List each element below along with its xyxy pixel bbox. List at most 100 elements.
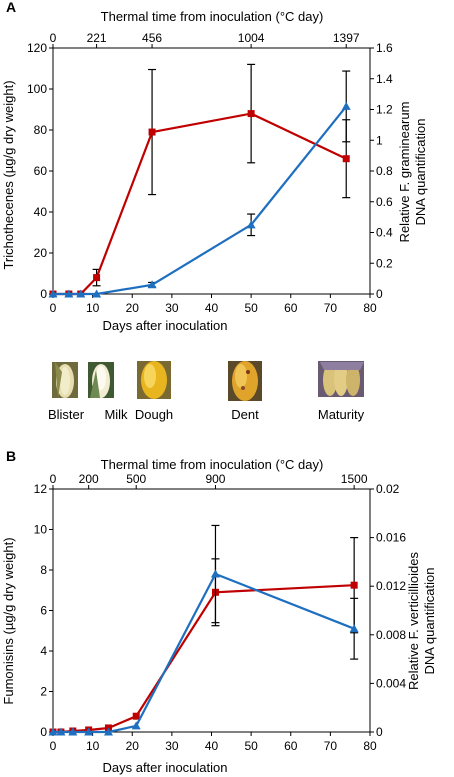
series-line-a (53, 105, 348, 296)
x-tick-label-b: 0 (50, 739, 57, 753)
panel-label-a: A (6, 0, 16, 15)
data-point-triangle-b (48, 727, 58, 736)
data-point-triangle-a (147, 280, 157, 289)
chart-a: A Thermal time from inoculation (°C day)… (1, 0, 428, 333)
data-point-square-a (148, 128, 156, 136)
corn-ear-milk-image (88, 362, 114, 398)
stage-images: Blister Milk Dough (48, 361, 365, 422)
data-point-triangle-b (84, 727, 94, 736)
y2-axis-label-b-line2: DNA quantification (422, 568, 437, 675)
x-tick-label-b: 60 (284, 739, 298, 753)
chart-b: B Thermal time from inoculation (°C day)… (1, 448, 437, 775)
y2-tick-label-a: 0 (376, 287, 383, 301)
y-tick-label-a: 60 (34, 164, 48, 178)
x-tick-label-a: 30 (165, 301, 179, 315)
x-tick-label-b: 40 (205, 739, 219, 753)
data-point-square-b (132, 712, 140, 720)
y2-tick-label-b: 0.008 (376, 628, 406, 642)
y-tick-label-b: 2 (40, 685, 47, 699)
y2-axis-label-b-line1: Relative F. verticillioides (406, 552, 421, 690)
y-tick-label-b: 4 (40, 644, 47, 658)
series-line-a (53, 112, 347, 296)
y-tick-label-b: 6 (40, 604, 47, 618)
x-axis-label-a: Days after inoculation (102, 318, 227, 333)
y-axis-label-b: Fumonisins (µg/g dry weight) (1, 537, 16, 704)
data-point-square-a (342, 155, 350, 163)
series-line-b (53, 572, 355, 734)
y2-tick-label-b: 0.016 (376, 531, 406, 545)
y2-tick-label-b: 0.004 (376, 676, 406, 690)
y-tick-label-a: 120 (27, 41, 47, 55)
data-point-triangle-b (349, 624, 359, 633)
data-point-triangle-a (341, 101, 351, 110)
y-axis-label-a: Trichothecenes (µg/g dry weight) (1, 80, 16, 269)
stage-label-dough: Dough (135, 407, 173, 422)
y-tick-label-b: 8 (40, 563, 47, 577)
corn-ear-blister-image (52, 362, 78, 398)
data-point-triangle-b (210, 569, 220, 578)
data-point-triangle-a (92, 289, 102, 298)
panel-label-b: B (6, 448, 16, 464)
stage-dent: Dent (228, 361, 262, 422)
y2-tick-label-a: 0.8 (376, 164, 393, 178)
data-point-triangle-a (76, 289, 86, 298)
stage-label-blister: Blister (48, 407, 85, 422)
stage-label-maturity: Maturity (318, 407, 365, 422)
x-tick-label-b: 30 (165, 739, 179, 753)
x-tick-label-b: 50 (244, 739, 258, 753)
x-tick-label-a: 60 (284, 301, 298, 315)
corn-ear-maturity-image (318, 361, 364, 397)
corn-ear-dent-image (228, 361, 262, 401)
data-point-triangle-b (103, 727, 113, 736)
stage-dough: Dough (135, 361, 173, 422)
y-tick-label-b: 12 (34, 482, 48, 496)
x-tick-label-a: 80 (363, 301, 377, 315)
top-tick-label-a: 0 (50, 31, 57, 45)
stage-maturity: Maturity (318, 361, 365, 422)
y-tick-label-b: 10 (34, 523, 48, 537)
dna-series-b (48, 524, 359, 736)
data-point-triangle-a (246, 220, 256, 229)
y2-tick-label-a: 0.2 (376, 256, 393, 270)
top-axis-label-a: Thermal time from inoculation (°C day) (101, 9, 324, 24)
y2-axis-label-a-line1: Relative F. graminearum (397, 102, 412, 243)
data-point-square-b (350, 581, 358, 589)
stage-label-milk: Milk (104, 407, 128, 422)
toxin-series-a (49, 63, 351, 298)
y2-tick-label-a: 1.6 (376, 41, 393, 55)
top-tick-label-a: 221 (87, 31, 107, 45)
y-tick-label-a: 100 (27, 82, 47, 96)
data-point-square-a (93, 274, 101, 282)
y2-tick-label-a: 1 (376, 133, 383, 147)
data-point-triangle-b (68, 727, 78, 736)
y2-axis-label-a-line2: DNA quantification (413, 119, 428, 226)
y2-tick-label-a: 0.6 (376, 195, 393, 209)
top-tick-label-b: 200 (79, 472, 99, 486)
top-axis-label-b: Thermal time from inoculation (°C day) (101, 457, 324, 472)
top-tick-label-b: 1500 (341, 472, 368, 486)
y2-tick-label-a: 1.4 (376, 72, 393, 86)
data-point-triangle-a (48, 289, 58, 298)
top-tick-label-b: 0 (50, 472, 57, 486)
top-tick-label-a: 1004 (238, 31, 265, 45)
series-line-b (53, 584, 355, 734)
x-tick-label-b: 10 (86, 739, 100, 753)
data-point-triangle-b (56, 727, 66, 736)
corn-ear-dough-image (137, 361, 171, 399)
stage-milk: Milk (88, 362, 128, 422)
y-tick-label-a: 0 (40, 287, 47, 301)
data-point-triangle-b (131, 721, 141, 730)
stage-blister: Blister (48, 362, 85, 422)
stage-label-dent: Dent (231, 407, 259, 422)
x-tick-label-b: 80 (363, 739, 377, 753)
x-tick-label-a: 20 (126, 301, 140, 315)
y-tick-label-a: 80 (34, 123, 48, 137)
x-axis-label-b: Days after inoculation (102, 760, 227, 775)
y2-tick-label-b: 0.02 (376, 482, 400, 496)
y-tick-label-b: 0 (40, 725, 47, 739)
dna-series-a (48, 70, 351, 298)
y2-tick-label-a: 0.4 (376, 226, 393, 240)
data-point-triangle-a (64, 289, 74, 298)
y2-tick-label-b: 0 (376, 725, 383, 739)
